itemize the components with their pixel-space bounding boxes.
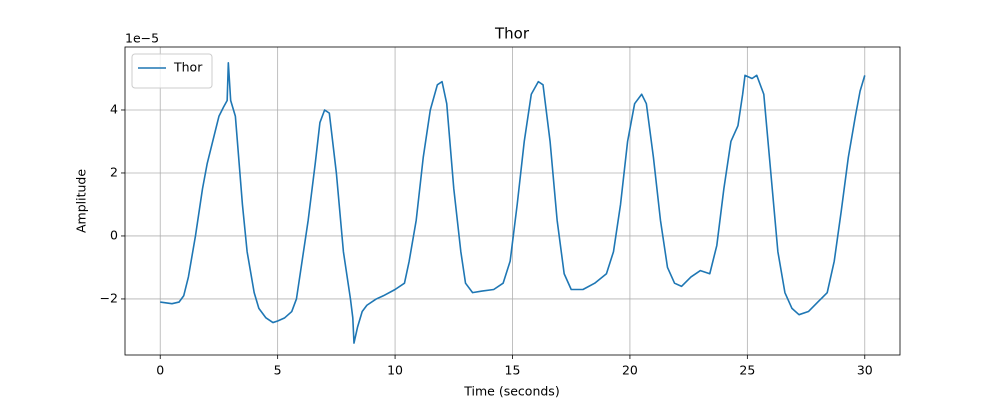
x-tick-label: 30 [857, 363, 873, 378]
y-tick-label: 0 [110, 227, 118, 242]
x-tick-label: 10 [387, 363, 403, 378]
data-line [160, 61, 866, 344]
x-tick-label: 0 [156, 363, 164, 378]
y-tick-label: −2 [100, 290, 118, 305]
chart-title: Thor [494, 25, 530, 43]
axes-frame [124, 46, 901, 356]
x-tick-label: 25 [739, 363, 755, 378]
y-axis-label: Amplitude [74, 169, 89, 233]
legend-box [131, 53, 213, 89]
legend-label: Thor [173, 60, 203, 75]
x-axis-label: Time (seconds) [463, 384, 559, 399]
y-tick-label: 4 [110, 101, 118, 116]
x-tick-label: 5 [274, 363, 282, 378]
y-tick-label: 2 [110, 164, 118, 179]
y-offset-label: 1e−5 [125, 31, 159, 46]
x-tick-label: 15 [505, 363, 521, 378]
x-tick-label: 20 [622, 363, 638, 378]
